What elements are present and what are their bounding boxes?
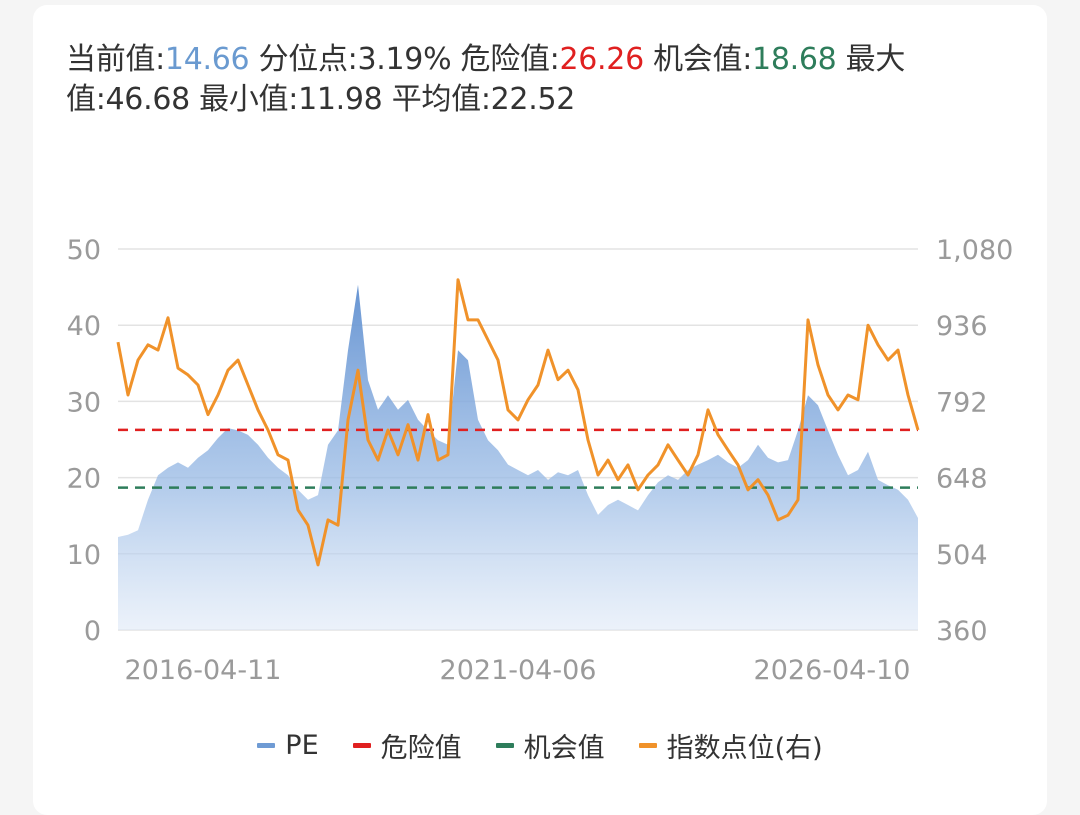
current-label: 当前值: [66,42,165,77]
legend-swatch-index [638,743,657,748]
avg-value: 22.52 [490,82,576,117]
svg-text:1,080: 1,080 [936,235,1013,266]
svg-text:30: 30 [67,387,101,418]
current-value: 14.66 [164,42,250,77]
y-axis-left: 0 10 20 30 40 50 [67,235,101,647]
chance-value: 18.68 [752,42,837,77]
legend-swatch-pe [257,743,276,748]
svg-text:0: 0 [84,616,101,647]
svg-text:10: 10 [67,540,101,571]
svg-text:2016-04-11: 2016-04-11 [125,655,282,686]
legend-label-chance: 机会值 [523,733,605,764]
svg-text:50: 50 [67,235,101,266]
svg-text:792: 792 [936,387,988,418]
max-value: 46.68 [105,82,191,117]
min-value: 11.98 [298,82,383,117]
legend-label-index: 指数点位(右) [666,733,823,764]
legend-swatch-danger [352,743,371,748]
danger-label: 危险值: [460,42,560,77]
chart-legend: PE 危险值 机会值 指数点位(右) [0,726,1080,765]
index-line-series [116,278,920,567]
svg-text:2026-04-10: 2026-04-10 [754,655,911,686]
legend-label-danger: 危险值 [380,733,462,764]
reference-lines [118,428,918,489]
legend-label-pe: PE [285,730,319,761]
min-label: 最小值: [199,82,299,117]
svg-text:648: 648 [936,464,988,495]
legend-item-danger[interactable]: 危险值 [352,726,462,765]
danger-value: 26.26 [559,42,644,77]
chart-card [33,5,1047,815]
percentile-label: 分位点: [258,42,358,77]
y-axis-right: 360 504 648 792 936 1,080 [936,235,1013,647]
pe-summary: 当前值:14.66 分位点:3.19% 危险值:26.26 机会值:18.68 … [66,40,966,120]
svg-text:504: 504 [936,540,988,571]
legend-swatch-chance [495,743,514,748]
avg-label: 平均值: [391,82,491,117]
svg-text:40: 40 [67,311,101,342]
chance-label: 机会值: [653,42,753,77]
svg-text:2021-04-06: 2021-04-06 [440,655,597,686]
legend-item-chance[interactable]: 机会值 [495,726,605,765]
percentile-value: 3.19% [357,42,452,77]
svg-text:20: 20 [67,464,101,495]
legend-item-pe[interactable]: PE [257,730,319,761]
pe-area-series [118,284,918,630]
x-axis: 2016-04-11 2021-04-06 2026-04-10 [125,655,911,686]
svg-text:360: 360 [936,616,988,647]
svg-text:936: 936 [936,311,988,342]
legend-item-index[interactable]: 指数点位(右) [638,726,823,765]
max-label: 最大值: [66,42,906,117]
